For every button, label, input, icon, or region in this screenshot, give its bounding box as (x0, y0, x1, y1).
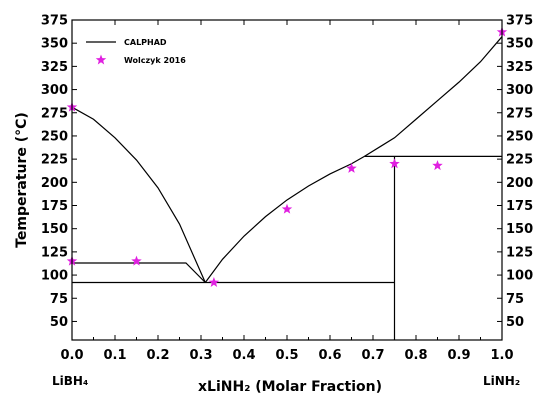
y-tick-label-left: 225 (41, 153, 68, 168)
x-tick-label: 0.8 (404, 348, 427, 363)
y-tick-label-right: 75 (506, 292, 524, 307)
y-tick-label-right: 325 (506, 60, 533, 75)
x-tick-label: 0.4 (232, 348, 255, 363)
x-tick-label: 0.9 (447, 348, 470, 363)
x-tick-label: 0.6 (318, 348, 341, 363)
y-axis-label: Temperature (°C) (14, 112, 30, 248)
x-tick-label: 0.0 (60, 348, 83, 363)
x-tick-label: 1.0 (490, 348, 513, 363)
y-tick-label-left: 350 (41, 37, 68, 52)
y-tick-label-left: 150 (41, 222, 68, 237)
y-tick-label-right: 200 (506, 176, 533, 191)
plot-area (66, 26, 508, 340)
y-tick-label-right: 175 (506, 199, 533, 214)
x-tick-label: 0.1 (103, 348, 126, 363)
y-tick-label-left: 275 (41, 106, 68, 121)
wolczyk-star-marker (208, 276, 220, 287)
calphad-line-segment (72, 262, 206, 283)
axis-ticks: 0.0 0.1 0.2 0.3 0.4 0.5 0.6 0.7 0.8 0.9 1.0 50 50 75 7… (41, 14, 533, 364)
wolczyk-star-marker (346, 162, 357, 173)
x-tick-label: 0.3 (189, 348, 212, 363)
wolczyk-star-marker (281, 203, 293, 214)
calphad-line-segment (364, 36, 503, 157)
calphad-line-segment (204, 155, 365, 283)
y-tick-label-right: 225 (506, 153, 533, 168)
y-tick-label-left: 125 (41, 245, 68, 260)
y-tick-label-left: 100 (41, 269, 68, 284)
y-tick-label-right: 125 (506, 245, 533, 260)
y-tick-label-right: 250 (506, 129, 533, 144)
y-tick-label-left: 200 (41, 176, 68, 191)
y-tick-label-left: 175 (41, 199, 68, 214)
wolczyk-star-marker (131, 255, 142, 266)
y-tick-label-left: 250 (41, 129, 68, 144)
y-tick-label-left: 50 (50, 315, 68, 330)
legend-marker-wolczyk (95, 54, 107, 65)
wolczyk-star-marker (432, 160, 443, 171)
y-tick-label-left: 375 (41, 14, 68, 29)
y-tick-label-right: 375 (506, 14, 533, 29)
y-tick-label-left: 75 (50, 292, 68, 307)
legend-star-icon (95, 54, 107, 65)
y-tick-label-right: 100 (506, 269, 533, 284)
end-label-linh2: LiNH₂ (483, 374, 520, 388)
y-tick-label-right: 150 (506, 222, 533, 237)
x-tick-label: 0.7 (361, 348, 384, 363)
x-axis-label: xLiNH₂ (Molar Fraction) (198, 379, 382, 395)
y-tick-label-right: 50 (506, 315, 524, 330)
x-tick-label: 0.2 (146, 348, 169, 363)
wolczyk-star-marker (389, 158, 400, 169)
y-tick-label-left: 300 (41, 83, 68, 98)
calphad-line-segment (71, 106, 206, 283)
y-tick-label-right: 275 (506, 106, 533, 121)
legend-label-wolczyk: Wolczyk 2016 (124, 56, 186, 65)
y-tick-label-right: 300 (506, 83, 533, 98)
plot-frame (71, 19, 503, 341)
legend-label-calphad: CALPHAD (124, 38, 167, 47)
y-tick-label-left: 325 (41, 60, 68, 75)
x-tick-label: 0.5 (275, 348, 298, 363)
legend: CALPHAD Wolczyk 2016 (86, 38, 186, 65)
y-tick-label-right: 350 (506, 37, 533, 52)
end-label-libh4: LiBH₄ (52, 374, 88, 388)
